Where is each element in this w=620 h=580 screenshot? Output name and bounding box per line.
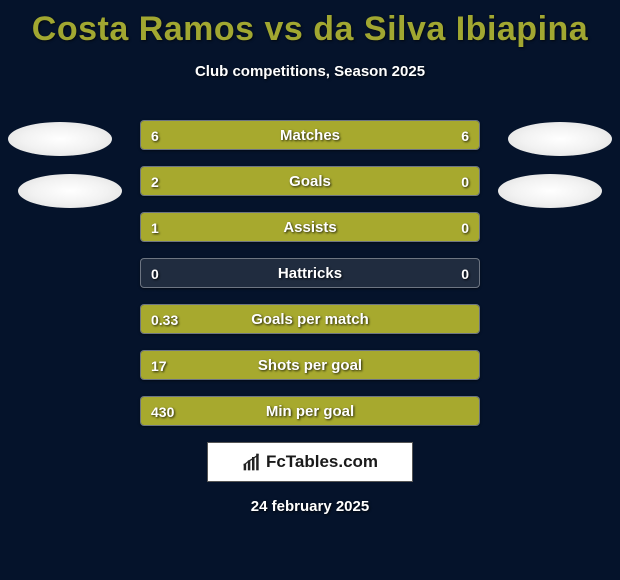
stat-row: 2Goals0 <box>140 166 480 196</box>
stat-row: 1Assists0 <box>140 212 480 242</box>
stat-fill-left <box>141 305 479 333</box>
stat-fill-right <box>405 213 479 241</box>
team-logo-left-1 <box>8 122 112 156</box>
team-logo-left-2 <box>18 174 122 208</box>
stat-row: 430Min per goal <box>140 396 480 426</box>
stat-fill-left <box>141 167 405 195</box>
team-logo-right-2 <box>498 174 602 208</box>
stat-fill-left <box>141 121 310 149</box>
chart-icon <box>242 452 262 472</box>
page-title: Costa Ramos vs da Silva Ibiapina <box>0 0 620 49</box>
stat-fill-left <box>141 397 479 425</box>
stat-row: 0Hattricks0 <box>140 258 480 288</box>
stat-label: Hattricks <box>141 259 479 287</box>
comparison-chart: 6Matches6 2Goals0 1Assists0 0Hattricks0 0.33… <box>0 120 620 426</box>
snapshot-date: 24 february 2025 <box>0 498 620 515</box>
stat-fill-right <box>310 121 479 149</box>
stat-row: 0.33Goals per match <box>140 304 480 334</box>
stat-row: 6Matches6 <box>140 120 480 150</box>
team-logo-right-1 <box>508 122 612 156</box>
brand-badge: FcTables.com <box>207 442 413 482</box>
stat-bars: 6Matches6 2Goals0 1Assists0 0Hattricks0 0.33… <box>140 120 480 426</box>
stat-fill-left <box>141 213 405 241</box>
stat-fill-right <box>405 167 479 195</box>
stat-fill-left <box>141 351 479 379</box>
brand-text: FcTables.com <box>266 452 378 472</box>
stat-value-left: 0 <box>151 259 159 287</box>
page-subtitle: Club competitions, Season 2025 <box>0 63 620 80</box>
stat-row: 17Shots per goal <box>140 350 480 380</box>
stat-value-right: 0 <box>461 259 469 287</box>
